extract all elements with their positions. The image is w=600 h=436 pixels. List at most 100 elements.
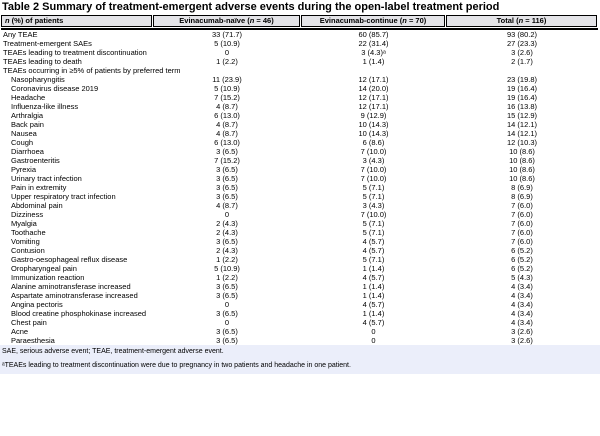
table-row: Aspartate aminotransferase increased 3 (6… <box>1 291 598 300</box>
cell-value: 6 (13.0) <box>214 138 240 147</box>
row-label: Abdominal pain <box>11 201 63 210</box>
row-label: Upper respiratory tract infection <box>11 192 116 201</box>
column-header-evinacumab-naive: Evinacumab-naïve (n = 46) <box>153 15 300 27</box>
cell-value: 4 (5.7) <box>362 318 385 327</box>
cell-value: 1 (1.4) <box>362 264 385 273</box>
row-label: TEAEs leading to death <box>3 57 82 66</box>
table-row: Contusion 2 (4.3) 4 (5.7) 6 (5.2) <box>1 246 598 255</box>
cell-value: 6 (13.0) <box>214 111 240 120</box>
cell-value: 3 (6.5) <box>216 174 238 183</box>
cell-value: 2 (1.7) <box>511 57 533 66</box>
table-row: Pyrexia 3 (6.5) 7 (10.0) 10 (8.6) <box>1 165 598 174</box>
cell-value: 5 (10.9) <box>214 264 240 273</box>
cell-value: 0 <box>371 336 376 345</box>
cell-value: 3 (2.6) <box>511 336 533 345</box>
cell-value: 2 (4.3) <box>216 219 238 228</box>
row-label: Vomiting <box>11 237 40 246</box>
cell-value: 12 (10.3) <box>506 138 538 147</box>
cell-value: 14 (12.1) <box>506 120 538 129</box>
cell-value: 5 (7.1) <box>362 183 385 192</box>
cell-value: 12 (17.1) <box>358 102 389 111</box>
cell-value: 1 (2.2) <box>216 57 238 66</box>
cell-value: 5 (7.1) <box>362 219 385 228</box>
table-row: Urinary tract infection 3 (6.5) 7 (10.0) 10… <box>1 174 598 183</box>
table-row: Immunization reaction 1 (2.2) 4 (5.7) 5 (4.… <box>1 273 598 282</box>
cell-value: 5 (10.9) <box>214 84 240 93</box>
cell-value: 3 (4.3)ᵃ <box>361 48 386 57</box>
cell-value: 4 (3.4) <box>511 309 533 318</box>
row-label: Cough <box>11 138 34 147</box>
cell-value: 23 (19.8) <box>506 75 538 84</box>
cell-value: 27 (23.3) <box>506 39 538 48</box>
table-row: Blood creatine phosphokinase increased 3 … <box>1 309 598 318</box>
cell-value: 10 (14.3) <box>358 129 389 138</box>
cell-value: 7 (6.0) <box>511 210 533 219</box>
row-label: Paraesthesia <box>11 336 55 345</box>
cell-value: 3 (2.6) <box>511 48 533 57</box>
cell-value: 0 <box>224 318 230 327</box>
table-row: Cough 6 (13.0) 6 (8.6) 12 (10.3) <box>1 138 598 147</box>
row-label: Nausea <box>11 129 37 138</box>
row-label: Acne <box>11 327 29 336</box>
row-label: Pain in extremity <box>11 183 67 192</box>
table-row: Gastroenteritis 7 (15.2) 3 (4.3) 10 (8.6) <box>1 156 598 165</box>
cell-value: 10 (8.6) <box>509 165 535 174</box>
cell-value: 0 <box>224 300 230 309</box>
cell-value: 2 (4.3) <box>216 228 238 237</box>
row-label: Toothache <box>11 228 46 237</box>
table-row: TEAEs occurring in ≥5% of patients by pr… <box>1 66 598 75</box>
cell-value: 4 (5.7) <box>362 273 385 282</box>
table-row: Oropharyngeal pain 5 (10.9) 1 (1.4) 6 (5.2) <box>1 264 598 273</box>
cell-value: 3 (6.5) <box>216 165 238 174</box>
cell-value: 4 (5.7) <box>362 246 385 255</box>
table-row: TEAEs leading to treatment discontinuati… <box>1 48 598 57</box>
table-row: Treatment-emergent SAEs 5 (10.9) 22 (31.4)… <box>1 39 598 48</box>
cell-value: 8 (6.9) <box>511 183 533 192</box>
cell-value: 14 (12.1) <box>506 129 538 138</box>
row-label: Aspartate aminotransferase increased <box>11 291 138 300</box>
table-row: Toothache 2 (4.3) 5 (7.1) 7 (6.0) <box>1 228 598 237</box>
table-row: Coronavirus disease 2019 5 (10.9) 14 (20.0… <box>1 84 598 93</box>
row-label: TEAEs leading to treatment discontinuati… <box>3 48 147 57</box>
cell-value: 6 (8.6) <box>362 138 385 147</box>
cell-value: 0 <box>224 48 230 57</box>
table-row: Abdominal pain 4 (8.7) 3 (4.3) 7 (6.0) <box>1 201 598 210</box>
table-header-row: n (%) of patients Evinacumab-naïve (n = … <box>1 15 598 27</box>
row-label: Arthralgia <box>11 111 44 120</box>
cell-value: 7 (15.2) <box>214 93 240 102</box>
cell-value: 6 (5.2) <box>511 264 533 273</box>
cell-value: 7 (6.0) <box>511 237 533 246</box>
cell-value: 4 (3.4) <box>511 282 533 291</box>
table-body: Any TEAE 33 (71.7) 60 (85.7) 93 (80.2) Treat… <box>1 30 598 345</box>
cell-value: 7 (6.0) <box>511 201 533 210</box>
table-row: Vomiting 3 (6.5) 4 (5.7) 7 (6.0) <box>1 237 598 246</box>
row-label: Dizziness <box>11 210 44 219</box>
table-row: Acne 3 (6.5) 0 3 (2.6) <box>1 327 598 336</box>
cell-value: 8 (6.9) <box>511 192 533 201</box>
row-label: Any TEAE <box>3 30 38 39</box>
cell-value: 10 (14.3) <box>358 120 389 129</box>
row-label: Influenza-like illness <box>11 102 79 111</box>
row-label: Contusion <box>11 246 45 255</box>
cell-value: 3 (6.5) <box>216 336 238 345</box>
table-row: Any TEAE 33 (71.7) 60 (85.7) 93 (80.2) <box>1 30 598 39</box>
cell-value: 19 (16.4) <box>506 84 538 93</box>
cell-value: 15 (12.9) <box>506 111 538 120</box>
row-label: Oropharyngeal pain <box>11 264 77 273</box>
cell-value: 4 (8.7) <box>216 120 238 129</box>
cell-value: 6 (5.2) <box>511 255 533 264</box>
cell-value: 60 (85.7) <box>358 30 389 39</box>
cell-value: 6 (5.2) <box>511 246 533 255</box>
row-label: Headache <box>11 93 46 102</box>
cell-value: 7 (10.0) <box>360 147 387 156</box>
cell-value: 7 (6.0) <box>511 228 533 237</box>
row-label: Treatment-emergent SAEs <box>3 39 92 48</box>
table-row: Upper respiratory tract infection 3 (6.5)… <box>1 192 598 201</box>
table-title: Table 2 Summary of treatment-emergent ad… <box>2 1 500 13</box>
cell-value: 7 (10.0) <box>360 210 387 219</box>
cell-value: 12 (17.1) <box>358 93 389 102</box>
cell-value: 3 (6.5) <box>216 327 238 336</box>
cell-value: 5 (4.3) <box>511 273 533 282</box>
footnote-a: ᵃTEAEs leading to treatment discontinuat… <box>2 362 351 369</box>
row-label: Nasopharyngitis <box>11 75 65 84</box>
